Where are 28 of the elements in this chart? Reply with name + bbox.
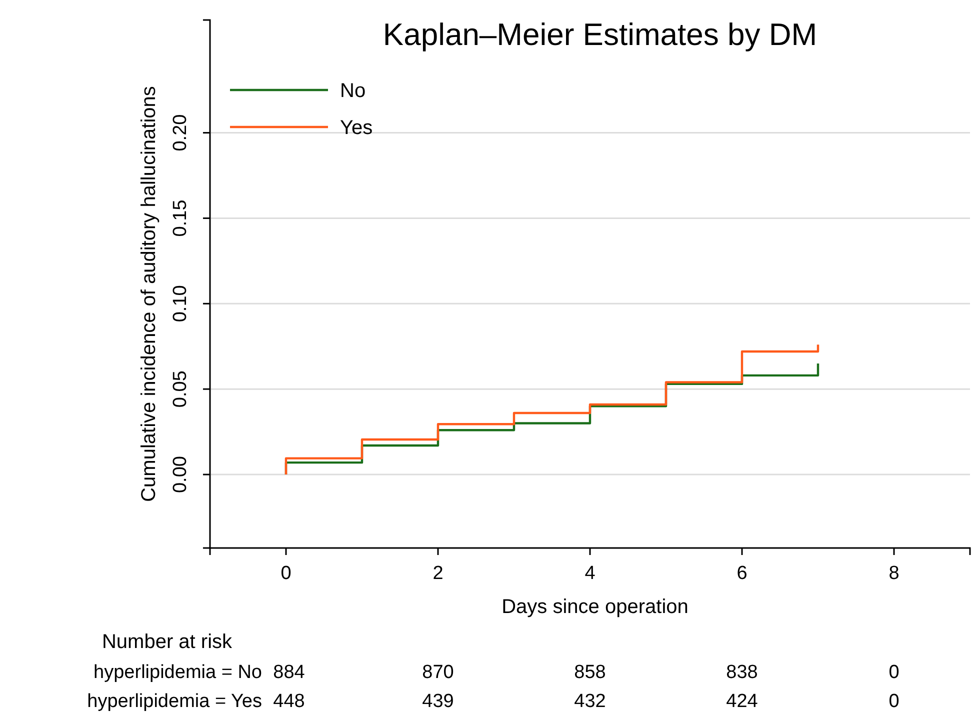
- x-tick-label: 2: [432, 562, 444, 584]
- chart-title: Kaplan–Meier Estimates by DM: [382, 17, 818, 52]
- text: hyperlipidemia = Yes: [87, 691, 262, 712]
- text: 858: [574, 662, 606, 683]
- text: 884: [273, 662, 306, 683]
- text: Number at risk: [102, 631, 234, 653]
- text: 439: [422, 691, 454, 712]
- x-axis-title: Days since operation: [502, 596, 688, 618]
- text: 870: [422, 662, 454, 683]
- text: 424: [726, 691, 758, 712]
- y-tick-label: 0.10: [170, 285, 191, 322]
- text: 448: [273, 691, 305, 712]
- legend-label: No: [340, 80, 366, 102]
- x-tick-label: 8: [888, 562, 900, 584]
- text: 838: [726, 662, 758, 683]
- text: 432: [574, 691, 606, 712]
- text: 0: [888, 662, 900, 683]
- x-tick-label: 4: [584, 562, 596, 584]
- y-tick-label: 0.05: [170, 370, 191, 408]
- y-tick-label: 0.00: [170, 456, 191, 494]
- y-axis-title: Cumulative incidence of auditory hallucinations: [138, 86, 160, 502]
- text: 0: [888, 691, 900, 712]
- y-tick-label: 0.20: [170, 114, 191, 152]
- legend-label: Yes: [340, 117, 373, 139]
- x-tick-label: 0: [280, 562, 292, 584]
- x-tick-label: 6: [736, 562, 748, 584]
- text: hyperlipidemia = No: [94, 662, 262, 683]
- y-tick-label: 0.15: [170, 200, 191, 237]
